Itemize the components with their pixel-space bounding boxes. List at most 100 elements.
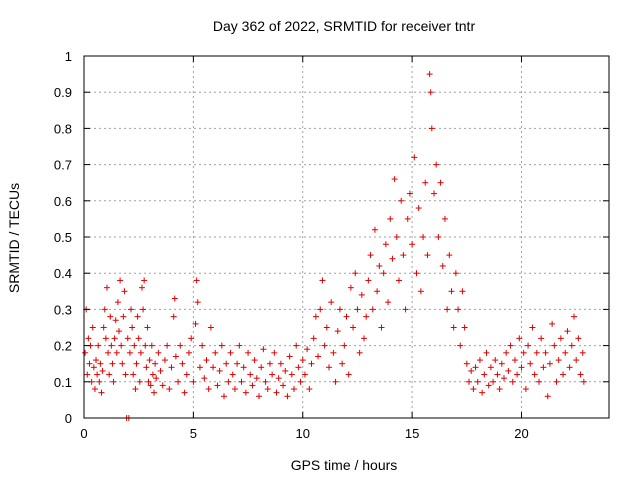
y-tick-label: 0.6 — [54, 194, 72, 209]
data-point — [102, 335, 109, 342]
data-point — [89, 324, 96, 331]
data-point — [108, 342, 115, 349]
data-point — [446, 252, 453, 259]
data-point — [452, 270, 459, 277]
data-point — [312, 313, 319, 320]
data-point — [229, 371, 236, 378]
data-point — [321, 342, 328, 349]
data-point — [514, 371, 521, 378]
data-point — [334, 328, 341, 335]
data-point — [503, 349, 510, 356]
data-point — [201, 375, 208, 382]
data-point — [376, 262, 383, 269]
data-point — [149, 371, 156, 378]
data-point — [245, 349, 252, 356]
data-point — [207, 324, 214, 331]
data-point — [426, 71, 433, 78]
data-point — [363, 313, 370, 320]
data-point — [98, 389, 105, 396]
data-point — [129, 324, 136, 331]
data-point — [210, 364, 217, 371]
data-point — [183, 371, 190, 378]
data-point — [114, 299, 121, 306]
data-point — [496, 386, 503, 393]
data-point — [143, 364, 150, 371]
data-point — [345, 371, 352, 378]
data-point — [487, 364, 494, 371]
data-point — [553, 378, 560, 385]
data-point — [516, 335, 523, 342]
data-point — [264, 386, 271, 393]
x-tick-label: 10 — [296, 426, 310, 441]
data-point — [240, 364, 247, 371]
data-point — [352, 270, 359, 277]
x-tick-label: 0 — [80, 426, 87, 441]
data-point — [540, 364, 547, 371]
data-points — [82, 71, 587, 421]
data-point — [562, 349, 569, 356]
data-point — [161, 357, 168, 364]
data-point — [428, 125, 435, 132]
data-point — [409, 241, 416, 248]
data-point — [126, 349, 133, 356]
y-tick-label: 0.7 — [54, 158, 72, 173]
data-point — [142, 342, 149, 349]
y-tick-label: 0.1 — [54, 375, 72, 390]
y-tick-label: 0.3 — [54, 302, 72, 317]
data-point — [188, 335, 195, 342]
data-point — [286, 353, 293, 360]
data-point — [234, 360, 241, 367]
data-point — [130, 371, 137, 378]
data-point — [374, 288, 381, 295]
data-point — [356, 349, 363, 356]
x-tick-label: 20 — [514, 426, 528, 441]
data-point — [93, 357, 100, 364]
data-point — [196, 364, 203, 371]
y-tick-label: 1 — [65, 49, 72, 64]
data-point — [472, 364, 479, 371]
data-point — [542, 349, 549, 356]
data-point — [579, 349, 586, 356]
data-point — [131, 342, 138, 349]
data-point — [132, 386, 139, 393]
data-point — [157, 367, 164, 374]
data-point — [544, 393, 551, 400]
y-tick-label: 0.5 — [54, 230, 72, 245]
data-point — [152, 360, 159, 367]
data-point — [177, 342, 184, 349]
data-point — [275, 375, 282, 382]
data-point — [424, 252, 431, 259]
y-tick-label: 0 — [65, 411, 72, 426]
data-point — [580, 378, 587, 385]
data-point — [474, 378, 481, 385]
data-point — [555, 357, 562, 364]
data-point — [216, 367, 223, 374]
data-point — [332, 378, 339, 385]
data-point — [485, 382, 492, 389]
data-point — [136, 378, 143, 385]
data-point — [273, 389, 280, 396]
data-point — [269, 371, 276, 378]
data-point — [306, 386, 313, 393]
data-point — [95, 342, 102, 349]
data-point — [459, 288, 466, 295]
data-point — [299, 357, 306, 364]
x-tick-label: 15 — [405, 426, 419, 441]
data-point — [116, 328, 122, 335]
data-point — [396, 277, 402, 284]
y-tick-label: 0.9 — [54, 85, 72, 100]
data-point — [441, 215, 448, 222]
data-point — [99, 367, 106, 374]
data-point — [256, 393, 262, 400]
data-point — [427, 89, 434, 96]
data-point — [251, 357, 258, 364]
data-point — [214, 382, 221, 389]
data-point — [560, 371, 567, 378]
data-point — [439, 262, 446, 269]
data-point — [172, 353, 179, 360]
x-axis-title: GPS time / hours — [291, 457, 398, 473]
data-point — [455, 306, 462, 313]
data-point — [103, 284, 110, 291]
data-point — [96, 378, 103, 385]
data-point — [551, 342, 558, 349]
